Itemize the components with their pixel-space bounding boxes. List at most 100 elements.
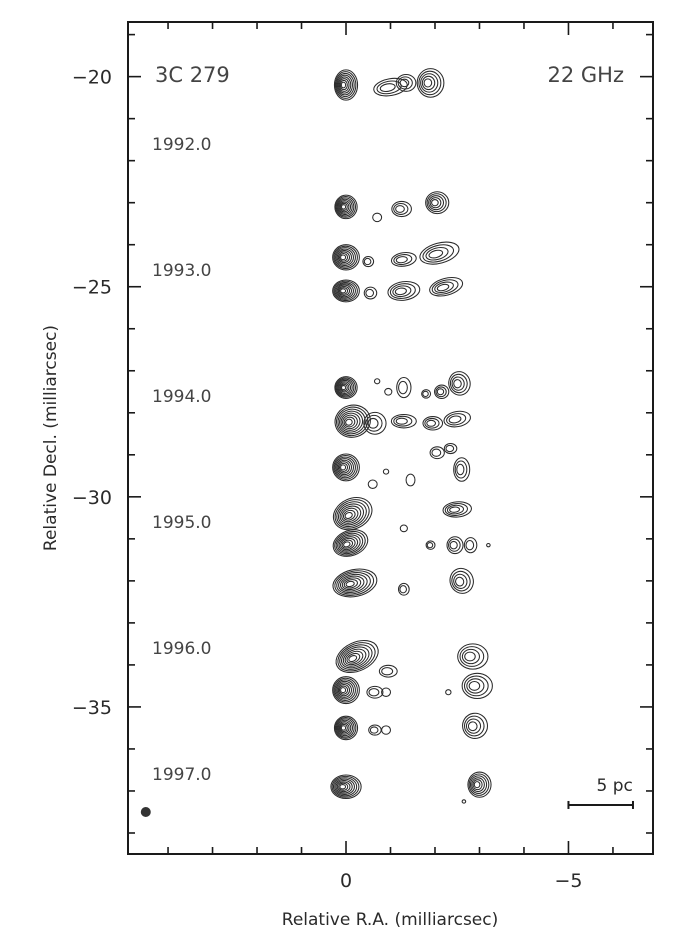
contour-level [426, 542, 434, 549]
contour-level [338, 685, 349, 695]
contour-level [389, 283, 416, 299]
contour-level [422, 390, 429, 397]
contour-component [390, 413, 417, 429]
contour-map [330, 68, 493, 804]
contour-level [442, 501, 472, 518]
contour-level [395, 417, 408, 425]
contour-level [333, 715, 359, 741]
contour-component [397, 582, 410, 596]
contour-level [422, 416, 444, 431]
contour-level [343, 579, 358, 589]
contour-component [461, 799, 467, 804]
contour-level [378, 664, 398, 678]
contour-level [337, 285, 351, 297]
contour-component [486, 542, 491, 548]
contour-level [423, 78, 433, 88]
contour-level [340, 412, 361, 431]
contour-level [449, 567, 474, 594]
contour-level [393, 415, 413, 427]
contour-level [337, 379, 353, 396]
contour-level [340, 202, 348, 211]
contour-level [340, 687, 347, 694]
contour-level [448, 371, 471, 396]
contour-level [334, 456, 356, 479]
contour-level [338, 381, 352, 394]
contour-level [338, 536, 359, 552]
contour-component [372, 212, 383, 223]
contour-component [391, 200, 412, 218]
contour-level [334, 247, 356, 268]
contour-level [391, 200, 412, 218]
epoch-contours [330, 771, 492, 804]
contour-level [338, 573, 368, 594]
contour-level [390, 413, 417, 429]
contour-level [363, 411, 387, 435]
contour-level [345, 418, 353, 426]
contour-component [429, 446, 445, 460]
contour-level [332, 529, 369, 557]
contour-level [443, 410, 471, 428]
contour-level [384, 387, 393, 396]
contour-level [336, 572, 371, 595]
scale-bar-label: 5 pc [597, 776, 633, 796]
x-tick-label: −5 [554, 870, 582, 892]
contour-level [344, 511, 353, 520]
contour-level [336, 197, 355, 217]
contour-level [464, 651, 476, 662]
contour-level [471, 777, 485, 793]
source-label: 3C 279 [155, 63, 230, 87]
contour-component [425, 540, 436, 550]
contour-component [463, 537, 478, 554]
epoch-contours [334, 191, 450, 223]
contour-level [456, 463, 465, 476]
contour-level [335, 779, 353, 794]
contour-component [405, 473, 416, 487]
y-tick-label: −35 [72, 697, 112, 719]
contour-level [335, 248, 354, 267]
contour-level [399, 524, 408, 533]
contour-level [333, 455, 358, 480]
contour-component [363, 286, 378, 300]
contour-component [457, 643, 489, 670]
contour-level [469, 775, 488, 794]
frequency-label: 22 GHz [548, 63, 624, 87]
contour-level [365, 414, 383, 432]
contour-level [368, 688, 380, 697]
contour-level [331, 775, 360, 798]
contour-component [334, 404, 371, 438]
contour-level [379, 83, 396, 93]
contour-level [348, 655, 358, 663]
contour-level [334, 778, 355, 795]
contour-level [334, 376, 358, 400]
contour-level [373, 77, 408, 97]
contour-level [333, 280, 358, 302]
contour-level [425, 540, 436, 550]
epoch-labels: 1992.0 1993.0 1994.0 1995.0 1996.0 1997.0 [152, 135, 211, 785]
contour-level [422, 244, 455, 263]
contour-level [339, 79, 348, 91]
contour-level [473, 781, 481, 789]
contour-level [397, 582, 410, 596]
y-tick-label: −30 [72, 487, 112, 509]
contour-level [333, 677, 358, 703]
epoch-contours [332, 529, 491, 557]
contour-level [405, 473, 416, 487]
contour-level [338, 462, 349, 473]
contour-level [335, 458, 354, 477]
contour-level [461, 648, 480, 665]
contour-level [337, 198, 353, 216]
contour-component [449, 567, 474, 594]
contour-component [368, 724, 382, 736]
contour-level [382, 468, 390, 475]
contour-level [367, 417, 379, 429]
contour-level [449, 373, 468, 394]
contour-level [341, 646, 370, 669]
contour-level [444, 503, 468, 517]
contour-level [339, 784, 347, 790]
contour-level [337, 76, 352, 94]
contour-component [362, 255, 375, 268]
contour-component [461, 672, 493, 700]
contour-level [390, 252, 417, 267]
contour-level [336, 250, 353, 265]
